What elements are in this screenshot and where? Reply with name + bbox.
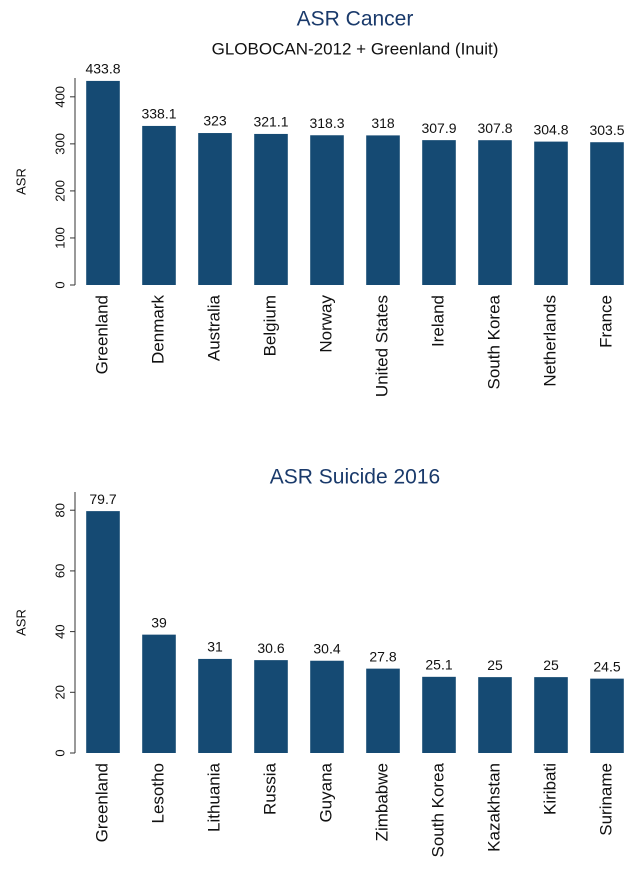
bar — [198, 658, 232, 753]
x-tick-label: Norway — [316, 295, 335, 353]
y-tick-label: 400 — [52, 86, 67, 108]
x-tick-label: Australia — [204, 294, 223, 361]
value-label: 433.8 — [85, 61, 120, 77]
bar — [254, 660, 288, 753]
bar — [478, 140, 512, 285]
value-label: 39 — [151, 614, 167, 630]
x-tick-label: Lithuania — [204, 762, 223, 832]
bar — [142, 125, 176, 285]
x-tick-label: South Korea — [428, 762, 447, 857]
value-label: 338.1 — [141, 106, 176, 122]
x-tick-label: Belgium — [260, 295, 279, 356]
x-tick-label: Suriname — [596, 763, 615, 836]
value-label: 79.7 — [89, 491, 116, 507]
value-label: 30.4 — [313, 640, 340, 656]
bar — [590, 678, 624, 753]
y-tick-label: 0 — [52, 281, 67, 288]
value-label: 307.9 — [421, 120, 456, 136]
x-tick-label: Netherlands — [540, 295, 559, 387]
y-tick-label: 40 — [52, 624, 67, 638]
chart-subtitle: GLOBOCAN-2012 + Greenland (Inuit) — [212, 39, 499, 58]
y-tick-label: 200 — [52, 180, 67, 202]
y-tick-label: 0 — [52, 749, 67, 756]
value-label: 304.8 — [533, 121, 568, 137]
value-label: 303.5 — [589, 122, 624, 138]
y-axis-label: ASR — [13, 168, 28, 195]
bar — [86, 511, 120, 753]
value-label: 25 — [487, 657, 503, 673]
bar — [198, 133, 232, 285]
x-tick-label: United States — [372, 295, 391, 397]
x-tick-label: Ireland — [428, 295, 447, 347]
x-tick-label: South Korea — [484, 294, 503, 389]
value-label: 318 — [371, 115, 395, 131]
chart-title: ASR Suicide 2016 — [270, 466, 440, 489]
value-label: 25 — [543, 657, 559, 673]
y-tick-label: 80 — [52, 503, 67, 517]
value-label: 307.8 — [477, 120, 512, 136]
value-label: 30.6 — [257, 640, 284, 656]
x-tick-label: Guyana — [316, 762, 335, 822]
y-axis-label: ASR — [13, 609, 28, 636]
x-tick-label: France — [596, 295, 615, 348]
bar — [86, 80, 120, 286]
value-label: 24.5 — [593, 658, 620, 674]
value-label: 323 — [203, 113, 227, 129]
y-tick-label: 100 — [52, 227, 67, 249]
x-tick-label: Greenland — [92, 295, 111, 374]
x-tick-label: Greenland — [92, 763, 111, 842]
x-tick-label: Zimbabwe — [372, 763, 391, 841]
bar — [366, 668, 400, 753]
bar — [366, 135, 400, 285]
bar — [310, 660, 344, 753]
value-label: 321.1 — [253, 114, 288, 130]
bar — [422, 140, 456, 285]
x-tick-label: Kazakhstan — [484, 763, 503, 852]
bar — [478, 677, 512, 753]
value-label: 318.3 — [309, 115, 344, 131]
x-tick-label: Russia — [260, 762, 279, 815]
y-tick-label: 20 — [52, 685, 67, 699]
y-tick-label: 60 — [52, 564, 67, 578]
value-label: 25.1 — [425, 657, 452, 673]
y-tick-label: 300 — [52, 133, 67, 155]
chart-title: ASR Cancer — [297, 8, 414, 31]
bar — [254, 133, 288, 285]
x-tick-label: Lesotho — [148, 763, 167, 824]
x-tick-label: Kiribati — [540, 763, 559, 815]
bar — [310, 135, 344, 285]
value-label: 27.8 — [369, 648, 396, 664]
x-tick-label: Denmark — [148, 295, 167, 364]
bar — [142, 634, 176, 753]
bar — [534, 677, 568, 753]
bar — [422, 676, 456, 753]
value-label: 31 — [207, 639, 223, 655]
bar — [534, 141, 568, 285]
bar — [590, 142, 624, 285]
